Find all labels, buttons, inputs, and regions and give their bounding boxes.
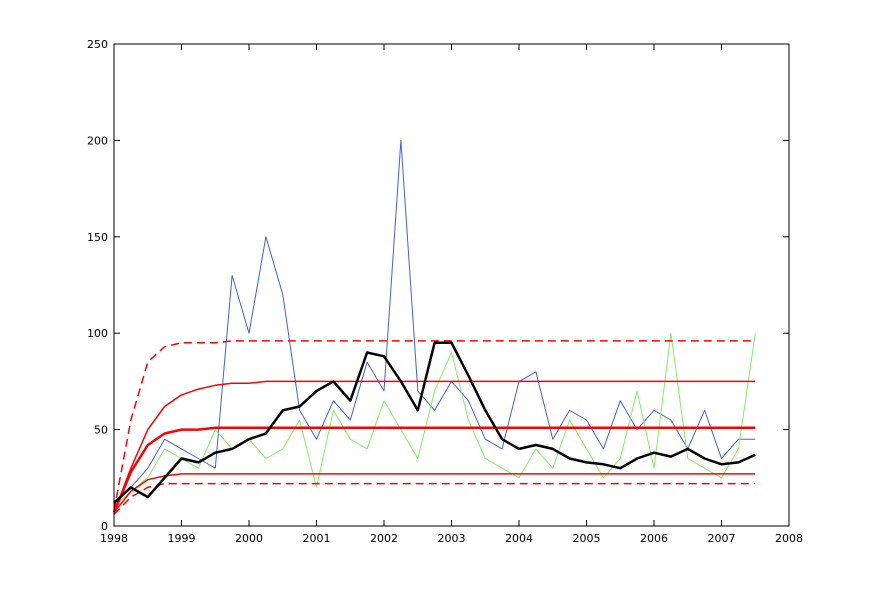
x-tick-label: 2000 [235,532,263,545]
series-line [113,380,756,513]
series-line [113,482,756,515]
series-line [113,340,756,511]
x-tick-label: 2005 [573,532,601,545]
series-line [112,426,756,513]
series-line [113,139,756,504]
series-line [113,473,756,513]
y-tick-label: 200 [87,134,108,147]
x-tick-label: 2007 [708,532,736,545]
x-tick-label: 1998 [100,532,128,545]
y-tick-label: 0 [101,520,108,533]
y-tick-label: 250 [87,38,108,51]
x-tick-label: 2003 [438,532,466,545]
series-line [113,341,756,504]
y-tick-label: 50 [94,424,108,437]
x-tick-label: 2008 [775,532,803,545]
x-tick-label: 2004 [505,532,533,545]
x-tick-label: 2002 [370,532,398,545]
x-tick-label: 2001 [303,532,331,545]
x-tick-label: 2006 [640,532,668,545]
series-line [113,332,756,508]
x-tick-label: 1999 [168,532,196,545]
y-tick-label: 100 [87,327,108,340]
axes-box [113,43,790,527]
plot-area [114,44,789,526]
y-tick-label: 150 [87,231,108,244]
